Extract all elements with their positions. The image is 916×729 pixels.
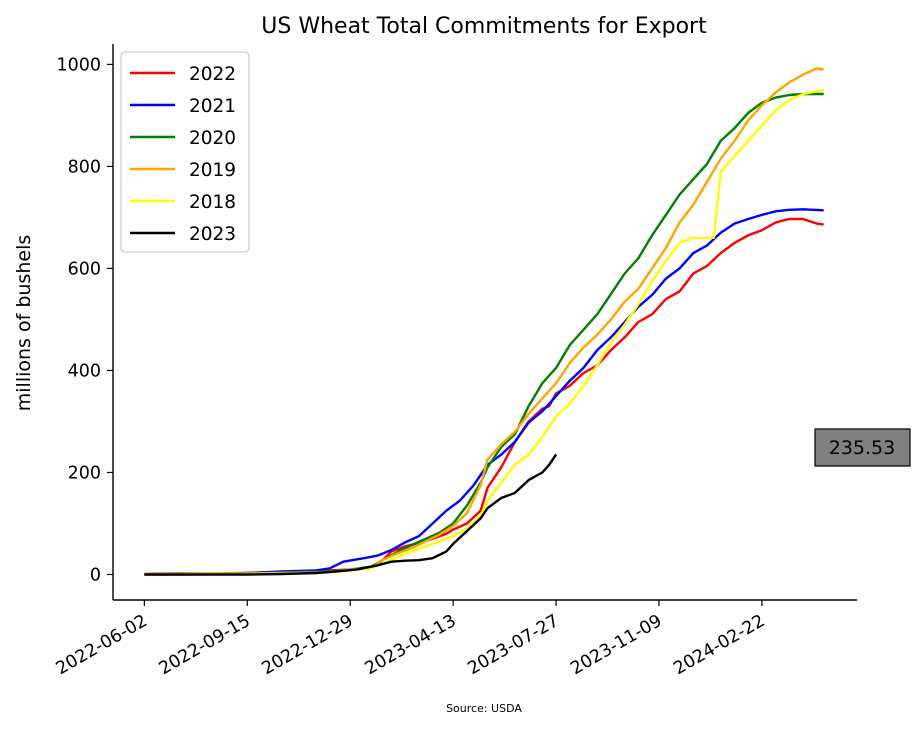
last-value-box-frame <box>814 428 911 467</box>
legend-label-2023: 2023 <box>189 224 236 245</box>
legend-label-2021: 2021 <box>189 96 236 117</box>
last-value-label: 235.53 <box>829 437 895 459</box>
y-axis-label: millions of bushels <box>13 235 35 412</box>
series-line-2023 <box>144 453 558 576</box>
last-value-box: 235.53 <box>814 428 911 467</box>
series-line-2021 <box>144 208 824 576</box>
y-tick-label: 0 <box>90 565 101 585</box>
legend-label-2018: 2018 <box>189 192 236 213</box>
legend-label-2020: 2020 <box>189 128 236 149</box>
y-tick-label: 800 <box>68 157 101 177</box>
series-layer <box>144 67 824 576</box>
y-tick-label: 1000 <box>56 55 101 75</box>
legend-entries: 2022 2021 2020 2019 2018 2023 <box>130 64 236 245</box>
source-note: Source: USDA <box>446 702 522 715</box>
legend-label-2019: 2019 <box>189 160 236 181</box>
y-tick-label: 400 <box>68 361 101 381</box>
legend-label-2022: 2022 <box>189 64 236 85</box>
legend: 2022 2021 2020 2019 2018 2023 <box>120 51 250 253</box>
y-tick-label: 600 <box>68 259 101 279</box>
y-ticks: 0 200 400 600 800 1000 <box>56 55 113 585</box>
y-tick-label: 200 <box>68 463 101 483</box>
chart-title: US Wheat Total Commitments for Export <box>261 14 707 39</box>
